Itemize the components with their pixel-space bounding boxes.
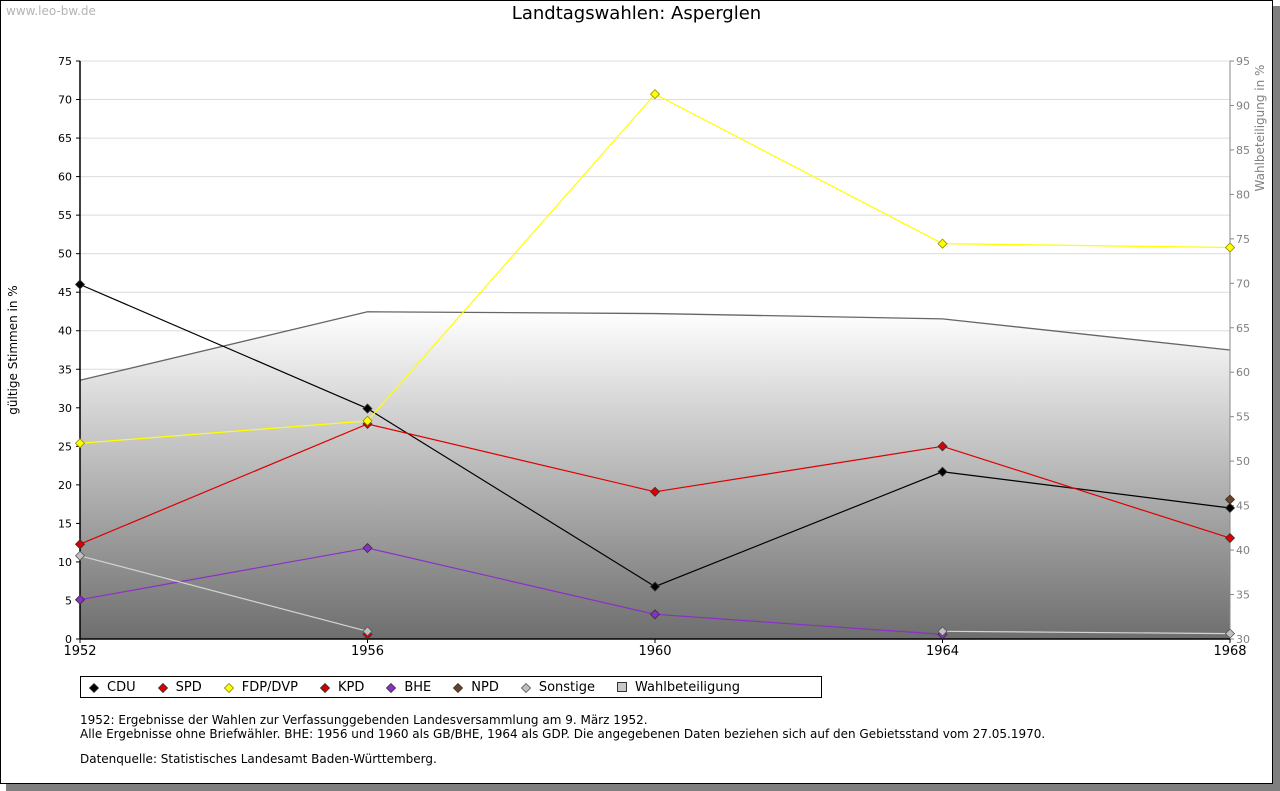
series-line-sonstige xyxy=(79,555,1231,635)
y-tick-label: 75 xyxy=(58,55,72,68)
y-axis-label: gültige Stimmen in % xyxy=(6,285,20,414)
y-tick-label: 0 xyxy=(65,633,72,646)
y-tick-label: 70 xyxy=(58,94,72,107)
legend-item: SPD xyxy=(154,680,202,695)
legend-label: FDP/DVP xyxy=(241,679,298,695)
data-point-cdu xyxy=(74,279,86,290)
frame-shadow-bottom xyxy=(6,784,1280,791)
y-tick-label: 10 xyxy=(58,556,72,569)
y-tick-label: 25 xyxy=(58,440,72,453)
y-tick-label: 55 xyxy=(58,209,72,222)
y2-tick-label: 75 xyxy=(1236,233,1250,246)
y2-tick-label: 45 xyxy=(1236,500,1250,513)
diamond-icon xyxy=(223,682,234,694)
y-tick-label: 35 xyxy=(58,363,72,376)
data-point-sonstige xyxy=(1224,628,1236,639)
y2-tick-label: 95 xyxy=(1236,55,1250,68)
y-tick-label: 40 xyxy=(58,325,72,338)
y2-axis-label: Wahlbeteiligung in % xyxy=(1253,65,1267,192)
data-point-bhe xyxy=(362,542,373,554)
legend-label: KPD xyxy=(337,679,365,695)
x-tick-label: 1952 xyxy=(63,644,96,659)
chart-notes: 1952: Ergebnisse der Wahlen zur Verfassu… xyxy=(80,713,1045,741)
legend-item: KPD xyxy=(316,680,364,695)
data-point-fdpdvp xyxy=(1224,242,1236,253)
turnout-line xyxy=(79,311,1231,381)
chart-title: Landtagswahlen: Asperglen xyxy=(511,3,762,24)
y-tick-label: 15 xyxy=(58,517,72,530)
data-point-npd xyxy=(1224,494,1236,505)
y2-tick-label: 70 xyxy=(1236,277,1250,290)
watermark: www.leo-bw.de xyxy=(6,4,96,18)
data-point-cdu xyxy=(362,403,373,414)
data-point-bhe xyxy=(74,594,86,605)
legend-item: Sonstige xyxy=(517,680,595,695)
legend-item: NPD xyxy=(449,680,499,695)
diamond-icon xyxy=(88,682,100,694)
data-source: Datenquelle: Statistisches Landesamt Bad… xyxy=(80,752,437,766)
y2-tick-label: 60 xyxy=(1236,366,1250,379)
data-point-fdpdvp xyxy=(362,415,373,426)
y2-tick-label: 40 xyxy=(1236,544,1250,557)
data-point-sonstige xyxy=(74,550,86,561)
legend-label: Sonstige xyxy=(538,679,596,695)
diamond-icon xyxy=(453,682,464,694)
legend-label: NPD xyxy=(471,679,499,695)
legend-item: CDU xyxy=(85,680,136,695)
data-point-cdu xyxy=(937,466,948,477)
square-icon xyxy=(617,682,628,692)
data-point-sonstige xyxy=(937,626,948,637)
data-point-spd xyxy=(937,441,948,452)
y2-tick-label: 50 xyxy=(1236,455,1250,468)
data-point-fdpdvp xyxy=(649,89,661,100)
y-tick-label: 65 xyxy=(58,132,72,145)
note-line-1: 1952: Ergebnisse der Wahlen zur Verfassu… xyxy=(80,713,648,727)
y2-tick-label: 90 xyxy=(1236,99,1250,112)
y2-tick-label: 55 xyxy=(1236,411,1250,424)
data-point-cdu xyxy=(649,581,661,592)
frame-shadow-right xyxy=(1273,6,1280,791)
y2-tick-label: 80 xyxy=(1236,188,1250,201)
legend-label: Wahlbeteiligung xyxy=(635,679,741,695)
legend-item: BHE xyxy=(382,680,431,695)
data-point-sonstige xyxy=(362,626,373,637)
diamond-icon xyxy=(319,682,331,694)
legend-item: Wahlbeteiligung xyxy=(613,680,740,695)
data-point-cdu xyxy=(1224,502,1236,514)
y-tick-label: 30 xyxy=(58,402,72,415)
y2-tick-label: 85 xyxy=(1236,144,1250,157)
x-tick-label: 1960 xyxy=(638,644,671,659)
x-tick-label: 1964 xyxy=(926,644,959,659)
data-point-spd xyxy=(1224,532,1236,544)
y-tick-label: 50 xyxy=(58,248,72,261)
legend-label: BHE xyxy=(404,679,432,695)
legend-label: CDU xyxy=(107,679,136,695)
y2-tick-label: 30 xyxy=(1236,633,1250,646)
diamond-icon xyxy=(520,682,531,694)
note-line-2: Alle Ergebnisse ohne Briefwähler. BHE: 1… xyxy=(80,727,1046,741)
y2-tick-label: 35 xyxy=(1236,589,1250,602)
y-tick-label: 5 xyxy=(65,594,72,607)
diamond-icon xyxy=(386,682,397,694)
data-point-spd xyxy=(649,486,661,497)
data-point-spd xyxy=(74,539,86,550)
legend-label: SPD xyxy=(175,679,202,695)
x-tick-label: 1968 xyxy=(1213,644,1246,659)
legend-item: FDP/DVP xyxy=(220,680,298,695)
data-point-fdpdvp xyxy=(937,238,948,249)
data-point-fdpdvp xyxy=(74,438,86,449)
data-point-bhe xyxy=(649,609,661,620)
y-tick-label: 60 xyxy=(58,171,72,184)
diamond-icon xyxy=(157,682,168,694)
x-tick-label: 1956 xyxy=(351,644,384,659)
turnout-area xyxy=(80,311,1230,639)
series-line-bhe xyxy=(79,547,943,635)
y-tick-label: 45 xyxy=(58,286,72,299)
chart-legend: CDU SPD FDP/DVP KPD BHE NPD Sonstige Wahlbeteil… xyxy=(80,676,822,698)
y2-tick-label: 65 xyxy=(1236,322,1250,335)
y-tick-label: 20 xyxy=(58,479,72,492)
